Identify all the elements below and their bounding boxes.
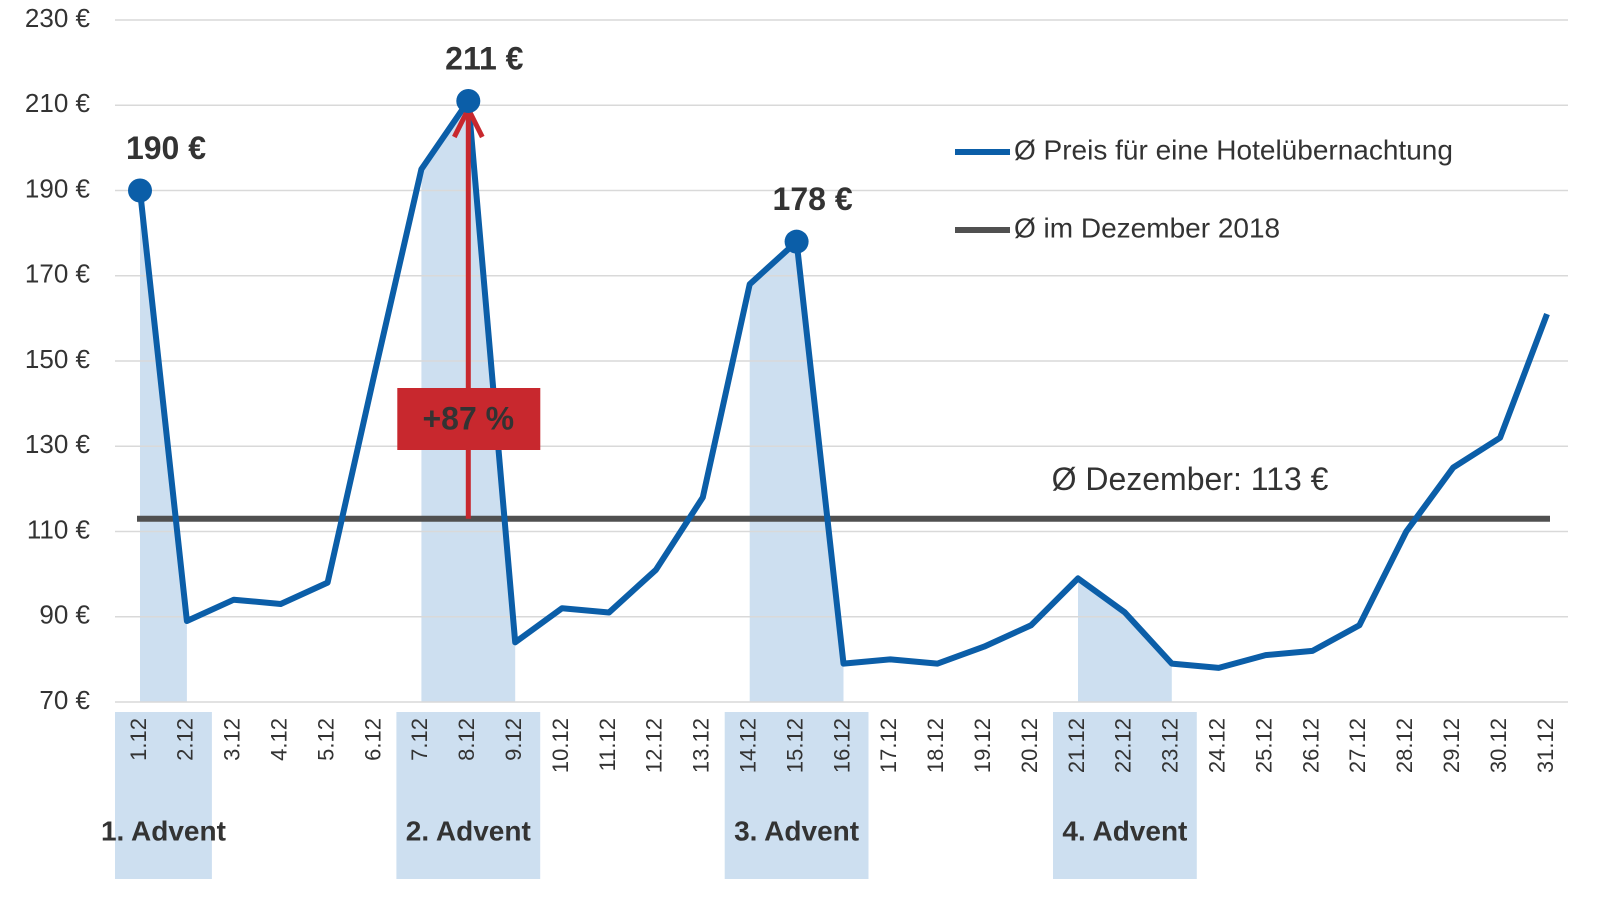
x-tick-label: 28.12 xyxy=(1392,718,1417,773)
data-label: 190 € xyxy=(126,130,206,166)
data-point xyxy=(784,229,809,254)
x-tick-label: 23.12 xyxy=(1158,718,1183,773)
y-tick-label: 190 € xyxy=(25,173,91,203)
annotation-label: +87 % xyxy=(422,400,514,436)
x-tick-label: 3.12 xyxy=(220,718,245,761)
highlight-area xyxy=(1078,578,1172,702)
y-tick-label: 170 € xyxy=(25,259,91,289)
x-tick-label: 12.12 xyxy=(642,718,667,773)
x-tick-label: 21.12 xyxy=(1064,718,1089,773)
x-tick-label: 27.12 xyxy=(1345,718,1370,773)
x-tick-label: 4.12 xyxy=(267,718,292,761)
x-tick-label: 6.12 xyxy=(360,718,385,761)
advent-label: 1. Advent xyxy=(101,815,226,846)
data-label: 211 € xyxy=(445,40,524,76)
advent-label: 4. Advent xyxy=(1062,815,1187,846)
highlight-area xyxy=(749,241,844,702)
series-line xyxy=(137,97,1550,671)
x-tick-label: 16.12 xyxy=(829,718,854,773)
x-tick-label: 17.12 xyxy=(876,718,901,773)
x-tick-label: 26.12 xyxy=(1298,718,1323,773)
advent-label: 3. Advent xyxy=(734,815,859,846)
advent-box xyxy=(1053,712,1197,879)
x-tick-label: 19.12 xyxy=(970,718,995,773)
x-tick-label: 18.12 xyxy=(923,718,948,773)
x-tick-label: 22.12 xyxy=(1111,718,1136,773)
x-tick-label: 9.12 xyxy=(501,718,526,761)
legend-label: Ø im Dezember 2018 xyxy=(1014,212,1280,243)
data-point xyxy=(456,88,481,113)
x-tick-label: 10.12 xyxy=(548,718,573,773)
legend-label: Ø Preis für eine Hotelübernachtung xyxy=(1014,134,1453,165)
data-point xyxy=(128,178,152,203)
data-label: 178 € xyxy=(773,181,853,217)
advent-box xyxy=(396,712,541,879)
x-tick-label: 15.12 xyxy=(782,718,807,773)
x-tick-label: 5.12 xyxy=(313,718,338,761)
advent-box xyxy=(724,712,869,879)
x-tick-label: 29.12 xyxy=(1439,718,1464,773)
y-tick-label: 110 € xyxy=(27,514,91,544)
x-tick-label: 14.12 xyxy=(736,718,761,773)
x-tick-label: 30.12 xyxy=(1486,718,1511,773)
x-tick-label: 11.12 xyxy=(595,718,620,771)
advent-box xyxy=(115,712,212,879)
y-tick-label: 210 € xyxy=(25,88,91,118)
x-tick-label: 2.12 xyxy=(173,718,198,761)
y-tick-label: 230 € xyxy=(25,3,91,33)
x-tick-label: 31.12 xyxy=(1533,718,1558,773)
reference-label: Ø Dezember: 113 € xyxy=(1052,461,1329,497)
x-tick-label: 20.12 xyxy=(1017,718,1042,773)
y-tick-label: 130 € xyxy=(25,429,91,459)
y-tick-label: 150 € xyxy=(25,344,91,374)
y-tick-label: 70 € xyxy=(39,685,90,715)
x-tick-label: 25.12 xyxy=(1251,718,1276,773)
y-tick-label: 90 € xyxy=(39,600,90,630)
x-tick-label: 13.12 xyxy=(689,718,714,773)
x-tick-label: 7.12 xyxy=(407,718,432,761)
x-tick-label: 24.12 xyxy=(1205,718,1230,773)
x-tick-label: 8.12 xyxy=(454,718,479,761)
annotation-box xyxy=(397,388,541,450)
x-tick-label: 1.12 xyxy=(126,718,151,761)
advent-label: 2. Advent xyxy=(406,815,531,846)
